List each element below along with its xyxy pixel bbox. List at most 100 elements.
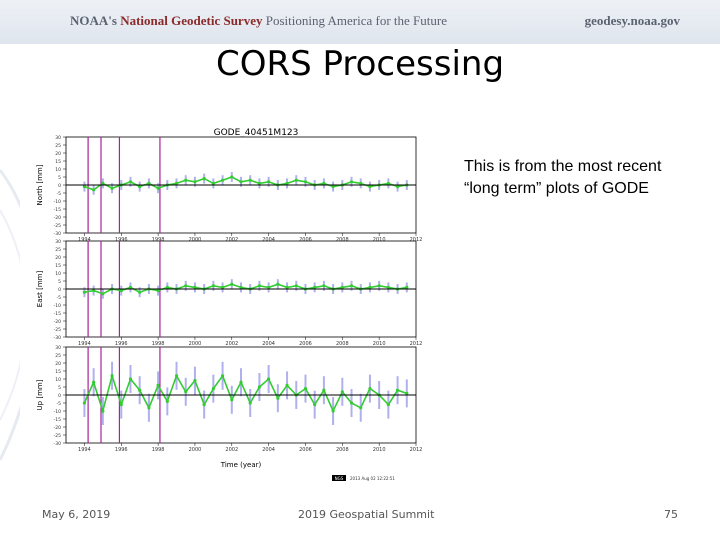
data-point: [322, 181, 326, 185]
data-point: [303, 180, 308, 184]
data-point: [340, 390, 344, 394]
data-point: [110, 186, 114, 190]
data-point: [184, 284, 188, 288]
x-tick-label: 2012: [410, 341, 423, 347]
y-tick-label: 0: [58, 183, 61, 189]
y-tick-label: -15: [54, 311, 61, 317]
data-point: [220, 285, 225, 289]
data-point: [220, 374, 225, 378]
data-point: [377, 284, 381, 288]
note-line-1: This is from the most recent: [464, 158, 662, 175]
y-tick-label: 15: [55, 263, 61, 269]
data-point: [322, 388, 326, 392]
y-tick-label: 30: [55, 239, 61, 245]
x-tick-label: 2000: [189, 341, 202, 347]
data-point: [276, 396, 280, 400]
data-point: [405, 285, 409, 289]
data-point: [92, 289, 96, 293]
data-point: [248, 401, 252, 405]
data-point: [138, 185, 142, 189]
data-point: [193, 285, 197, 289]
y-tick-label: 25: [55, 247, 61, 253]
y-tick-label: -30: [54, 231, 61, 237]
x-tick-label: 1998: [152, 341, 165, 347]
y-tick-label: 25: [55, 353, 61, 359]
data-point: [184, 390, 188, 394]
data-point: [368, 285, 372, 289]
data-point: [239, 180, 243, 184]
data-point: [313, 285, 317, 289]
chart-svg: GODE_40451M123 30 25 20 15 10 5 0 -5 -10 -15 -20 -25…: [36, 128, 423, 481]
y-tick-label: -5: [57, 295, 62, 301]
y-axis-label: East [mm]: [36, 271, 44, 308]
data-point: [82, 290, 87, 294]
y-tick-label: 25: [55, 143, 61, 149]
series-line: [83, 372, 408, 414]
y-tick-label: 20: [55, 151, 61, 157]
data-point: [386, 285, 390, 289]
header-banner: NOAA's National Geodetic Survey Position…: [0, 0, 720, 44]
data-point: [359, 181, 363, 185]
data-point: [211, 181, 215, 185]
data-point: [165, 399, 169, 403]
x-tick-label: 2010: [373, 447, 386, 453]
data-point: [220, 178, 225, 182]
y-tick-label: 10: [55, 377, 61, 383]
data-point: [156, 186, 160, 190]
data-point: [101, 181, 105, 185]
note-line-2: “long term” plots of GODE: [464, 180, 649, 197]
data-point: [128, 377, 133, 381]
y-tick-label: -10: [54, 303, 61, 309]
x-tick-label: 2002: [225, 237, 238, 243]
data-point: [128, 285, 133, 289]
data-point: [285, 285, 289, 289]
y-tick-label: -5: [57, 191, 62, 197]
data-point: [174, 181, 179, 185]
data-point: [349, 284, 354, 288]
x-tick-label: 2004: [262, 447, 275, 453]
timeseries-plot: GODE_40451M123 30 25 20 15 10 5 0 -5 -10 -15 -20 -25…: [20, 101, 430, 485]
slide-note: This is from the most recent “long term”…: [464, 156, 704, 200]
x-tick-label: 2008: [336, 447, 349, 453]
data-point: [285, 383, 289, 387]
x-tick-label: 2006: [299, 341, 312, 347]
x-tick-label: 1998: [152, 237, 165, 243]
data-point: [285, 181, 289, 185]
data-point: [405, 391, 409, 395]
data-point: [322, 284, 326, 288]
data-point: [257, 385, 262, 389]
data-point: [101, 292, 105, 296]
data-point: [349, 401, 354, 405]
data-point: [92, 380, 96, 384]
data-point: [368, 185, 372, 189]
y-tick-label: 0: [58, 287, 61, 293]
x-tick-label: 1996: [115, 341, 128, 347]
x-tick-label: 2002: [225, 341, 238, 347]
x-tick-label: 1994: [78, 447, 91, 453]
y-tick-label: -15: [54, 207, 61, 213]
x-tick-label: 2008: [336, 237, 349, 243]
y-tick-label: -30: [54, 441, 61, 447]
y-tick-label: -25: [54, 327, 61, 333]
data-point: [248, 178, 252, 182]
data-point: [303, 387, 308, 391]
data-point: [368, 387, 372, 391]
y-tick-label: 5: [58, 279, 61, 285]
data-point: [138, 388, 142, 392]
x-tick-label: 2012: [410, 447, 423, 453]
x-tick-label: 2000: [189, 237, 202, 243]
data-point: [276, 282, 280, 286]
data-point: [101, 409, 105, 413]
x-tick-label: 2004: [262, 341, 275, 347]
data-point: [82, 401, 87, 405]
y-tick-label: -15: [54, 417, 61, 423]
data-point: [230, 175, 234, 179]
data-point: [202, 403, 206, 407]
data-point: [211, 387, 215, 391]
x-tick-label: 1996: [115, 447, 128, 453]
data-point: [239, 380, 243, 384]
data-point: [267, 285, 271, 289]
data-point: [211, 284, 215, 288]
ngs-badge: [332, 475, 346, 481]
data-point: [349, 180, 354, 184]
